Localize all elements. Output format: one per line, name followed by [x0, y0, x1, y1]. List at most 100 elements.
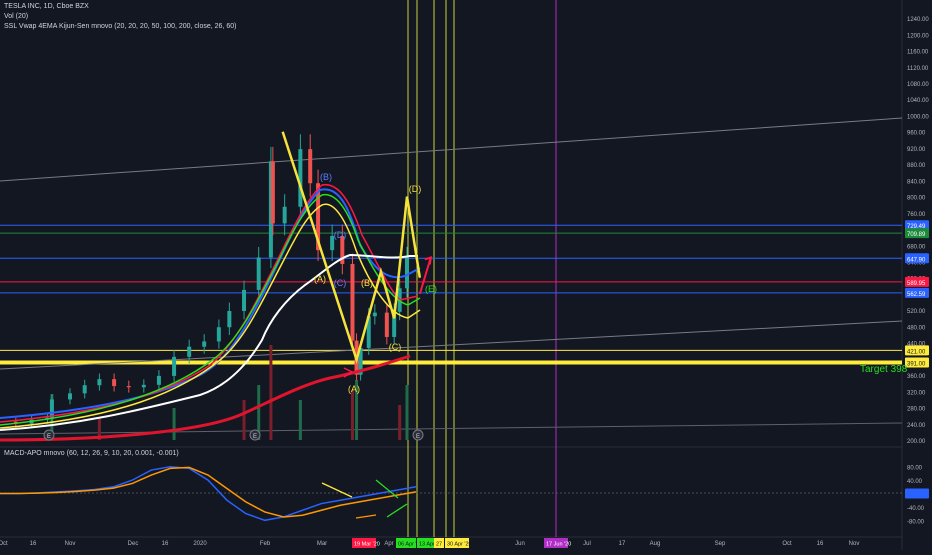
macd-tick-label: 40.00 [907, 479, 923, 485]
volume-bar [242, 400, 246, 440]
moving-averages [0, 184, 421, 442]
price-tick-label: 320.00 [907, 390, 926, 396]
wave-projection[interactable] [281, 131, 433, 378]
candle-body [172, 356, 177, 376]
event-marker-label: E [253, 434, 257, 440]
time-tick-label: 16 [817, 541, 824, 547]
event-marker [43, 429, 55, 441]
candle-body [202, 341, 207, 347]
low-arrow [343, 367, 354, 378]
time-tick-label: Jul [583, 541, 591, 547]
volume-legend[interactable]: Vol (20) [4, 13, 29, 20]
indicator-legend[interactable]: SSL Vwap 4EMA Kijun-Sen mnovo (20, 20, 2… [4, 23, 237, 30]
macd-arrow-green-2 [386, 503, 408, 518]
price-badge-label: 391.00 [907, 362, 926, 368]
wave-label: (A) [314, 274, 326, 284]
time-tick-label: Oct [0, 541, 8, 547]
price-badge [905, 345, 929, 356]
price-badge [905, 228, 929, 239]
price-badge-label: 709.89 [907, 232, 926, 238]
price-badge-label: 421.00 [907, 349, 926, 355]
time-tick-label: Oct [782, 541, 792, 547]
macd-arrow-green [375, 479, 399, 499]
elliott-wave-path[interactable] [281, 131, 422, 365]
candle-body [256, 257, 261, 290]
candle-body [49, 399, 54, 418]
price-tick-label: 1200.00 [907, 33, 929, 39]
price-badge-label: 589.95 [907, 281, 926, 287]
price-badge-label: 562.59 [907, 292, 926, 298]
macd-tick-label: -80.00 [907, 519, 925, 525]
lower-trend-line[interactable] [0, 320, 903, 370]
price-tick-label: 840.00 [907, 179, 926, 185]
price-tick-label: 240.00 [907, 423, 926, 429]
time-badge [445, 538, 469, 548]
candle-body [384, 312, 389, 337]
ma-red [0, 184, 419, 423]
time-badge-label: 06 Apr '20 [398, 542, 423, 548]
macd-legend[interactable]: MACD-APO mnovo (60, 12, 26, 9, 10, 20, 0… [4, 450, 179, 457]
candle-body [392, 311, 397, 337]
price-tick-label: 920.00 [907, 147, 926, 153]
volume-bar [269, 345, 273, 440]
time-tick-label: 16 [30, 541, 37, 547]
price-tick-label: 280.00 [907, 407, 926, 413]
volume-bar [355, 380, 359, 440]
time-tick-label: Jun [515, 541, 525, 547]
horizontal-levels[interactable] [0, 224, 902, 365]
macd-arrow-yellow [321, 482, 353, 498]
price-badge [905, 287, 929, 298]
candle-body [366, 316, 371, 348]
price-tick-label: 1160.00 [907, 50, 929, 56]
wave-label: (A) [348, 384, 360, 394]
candle-body [298, 149, 303, 207]
candle-body [68, 393, 72, 400]
time-badge-label: 30 Apr '20 [447, 542, 472, 548]
macd-tick-label: 80.00 [907, 466, 923, 472]
price-tick-label: 440.00 [907, 342, 926, 348]
price-badge [905, 357, 929, 368]
candle-body [282, 206, 287, 224]
upper-trend-line[interactable] [0, 117, 903, 182]
volume-bar [257, 385, 261, 440]
wave-label: (B) [361, 278, 373, 288]
price-tick-label: 200.00 [907, 439, 926, 445]
event-marker [249, 429, 261, 441]
macd-arrows [321, 479, 408, 519]
time-axis[interactable]: Oct 16 Nov Dec 16 2020 Feb Mar Apr Jun Jul 17 Aug Sep… [0, 541, 859, 547]
candle-body [126, 386, 131, 388]
ma-yellow [0, 203, 421, 429]
wave-label: (E) [425, 284, 437, 294]
time-badge [396, 538, 416, 548]
macd-tick-label: -40.00 [907, 506, 925, 512]
candle-body [405, 257, 409, 289]
event-marker-label: E [416, 434, 420, 440]
time-tick-label: Sep [715, 541, 726, 547]
time-tick-label: Dec [128, 541, 139, 547]
candle-body [270, 161, 275, 224]
price-tick-label: 760.00 [907, 212, 926, 218]
price-tick-label: 800.00 [907, 196, 926, 202]
time-badge [352, 538, 376, 548]
time-badge-label: 17 Jun '20 [546, 542, 571, 548]
event-marker [412, 429, 424, 441]
price-badge [905, 276, 929, 287]
volume-bar [172, 408, 176, 440]
macd-arrow-orange [355, 514, 377, 519]
projection-arrow-head [424, 255, 433, 265]
time-badge-label: 19 Mar '20 [354, 542, 380, 548]
price-tick-label: 480.00 [907, 325, 926, 331]
candle-body [187, 346, 192, 357]
price-tick-label: 640.00 [907, 261, 926, 267]
price-tick-label: 960.00 [907, 131, 926, 137]
time-badge [544, 538, 568, 548]
time-tick-label: Aug [650, 541, 661, 547]
price-tick-label: 1040.00 [907, 98, 929, 104]
symbol-title[interactable]: TESLA INC, 1D, Cboe BZX [4, 3, 89, 10]
candle-body [141, 384, 146, 388]
candle-body [330, 235, 335, 251]
